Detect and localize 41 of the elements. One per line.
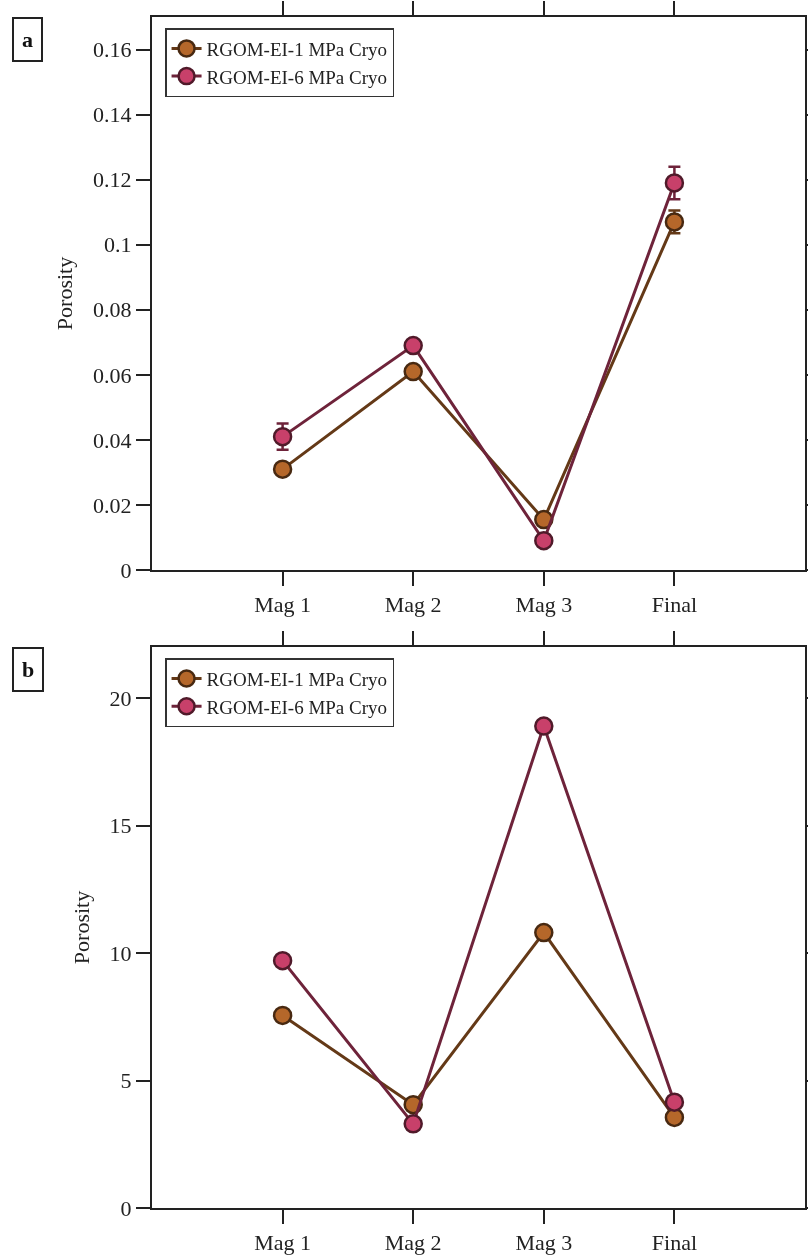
x-tick-label: Mag 1 [254,592,312,618]
x-tick-label: Final [651,592,698,618]
x-tick-label: Mag 2 [384,592,442,618]
y-tick-label: 0.02 [93,492,132,518]
y-tick-label: 5 [120,1068,132,1094]
legend-label: RGOM-EI-6 MPa Cryo [206,66,388,88]
y-axis-title: Porosity [68,890,94,965]
x-tick-label: Mag 3 [515,1230,573,1256]
point [403,335,423,356]
y-tick-label: 10 [109,940,132,966]
x-tick-label: Final [651,1230,698,1256]
y-tick-label: 0.06 [93,362,132,388]
legend-label: RGOM-EI-6 MPa Cryo [206,696,388,718]
point [272,950,293,971]
y-tick-label: 0.04 [93,427,132,453]
point [534,922,554,943]
y-tick-label: 15 [109,813,132,839]
y-tick-label: 0.14 [93,102,132,128]
point [664,1092,685,1112]
legend-label: RGOM-EI-1 MPa Cryo [206,38,388,60]
y-tick-label: 0.12 [93,167,132,193]
legend-label: RGOM-EI-1 MPa Cryo [206,668,388,690]
point [272,1005,293,1026]
text: b [22,657,35,682]
x-tick-label: Mag 2 [384,1230,442,1256]
text: a [22,27,33,52]
y-tick-label: 0 [120,557,132,583]
point [403,361,423,382]
point [534,716,554,736]
x-tick-label: Mag 3 [515,592,573,618]
y-tick-label: 20 [109,685,132,711]
y-tick-label: 0.16 [93,37,132,63]
point [534,530,554,551]
point [403,1114,423,1134]
point [272,459,293,479]
y-tick-label: 0.1 [104,232,132,258]
point [664,173,685,193]
y-axis-title: Porosity [52,256,78,331]
y-tick-label: 0 [120,1195,132,1221]
x-tick-label: Mag 1 [254,1230,312,1256]
y-tick-label: 0.08 [93,297,132,323]
